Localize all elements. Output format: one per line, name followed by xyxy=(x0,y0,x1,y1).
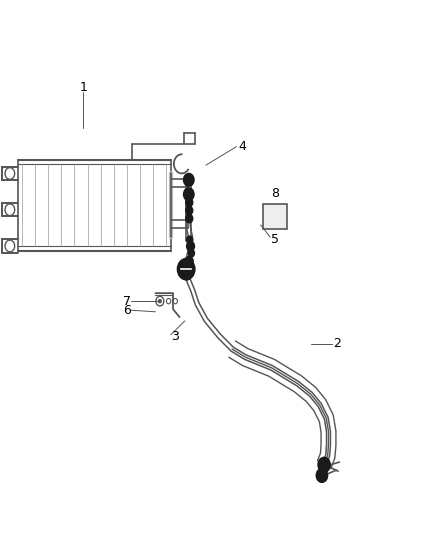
Circle shape xyxy=(188,249,194,257)
Text: 8: 8 xyxy=(271,187,279,200)
Circle shape xyxy=(187,236,193,244)
Text: 2: 2 xyxy=(333,337,341,350)
Circle shape xyxy=(186,214,193,223)
Circle shape xyxy=(183,270,191,280)
Circle shape xyxy=(184,173,194,186)
Circle shape xyxy=(187,241,194,251)
Text: 3: 3 xyxy=(171,330,179,343)
Circle shape xyxy=(316,469,328,482)
Text: 7: 7 xyxy=(123,295,131,308)
Circle shape xyxy=(318,457,330,472)
Circle shape xyxy=(177,259,195,280)
Circle shape xyxy=(185,256,193,266)
Text: 4: 4 xyxy=(239,140,247,153)
Text: 1: 1 xyxy=(79,82,87,94)
Bar xyxy=(263,204,287,229)
Text: 5: 5 xyxy=(271,233,279,246)
Circle shape xyxy=(186,206,193,215)
Circle shape xyxy=(184,188,194,201)
Circle shape xyxy=(186,198,193,207)
Circle shape xyxy=(159,300,161,303)
Text: 6: 6 xyxy=(123,304,131,317)
